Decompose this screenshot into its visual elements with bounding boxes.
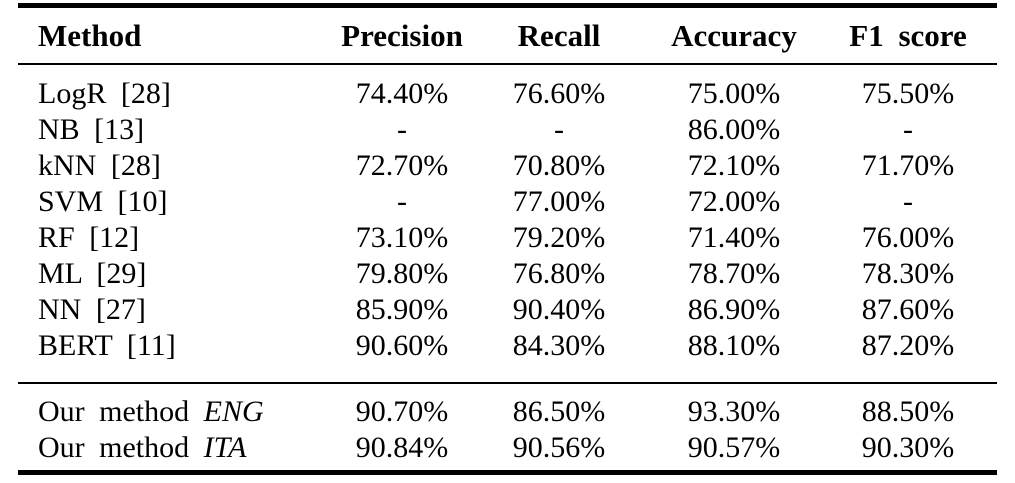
- header-divider-rule: [18, 63, 997, 65]
- column-header-f1-score: F1 score: [849, 18, 967, 53]
- f1-cell: 75.50%: [861, 77, 955, 110]
- table-row: Our method ITA 90.84% 90.56% 90.57% 90.3…: [18, 430, 997, 466]
- table-row: RF [12] 73.10% 79.20% 71.40% 76.00%: [18, 220, 997, 256]
- column-header-recall: Recall: [517, 18, 601, 53]
- accuracy-cell: 78.70%: [687, 257, 781, 290]
- section-divider-rule: [18, 382, 997, 384]
- table-row: LogR [28] 74.40% 76.60% 75.00% 75.50%: [18, 76, 997, 112]
- precision-cell: 90.84%: [355, 431, 449, 464]
- table-row: SVM [10] - 77.00% 72.00% -: [18, 184, 997, 220]
- table-row: ML [29] 79.80% 76.80% 78.70% 78.30%: [18, 256, 997, 292]
- f1-cell: 76.00%: [861, 221, 955, 254]
- our-methods-section: Our method ENG 90.70% 86.50% 93.30% 88.5…: [18, 384, 997, 470]
- method-cell: Our method ITA: [18, 430, 335, 466]
- method-variant: ITA: [203, 431, 247, 464]
- recall-cell: -: [554, 113, 564, 146]
- f1-cell: 90.30%: [861, 431, 955, 464]
- accuracy-cell: 72.10%: [687, 149, 781, 182]
- recall-cell: 76.80%: [512, 257, 606, 290]
- baseline-methods-section: LogR [28] 74.40% 76.60% 75.00% 75.50% NB…: [18, 65, 997, 382]
- recall-cell: 86.50%: [512, 395, 606, 428]
- accuracy-cell: 75.00%: [687, 77, 781, 110]
- method-prefix: Our method: [38, 395, 190, 428]
- precision-cell: -: [397, 113, 407, 146]
- recall-cell: 76.60%: [512, 77, 606, 110]
- f1-cell: 78.30%: [861, 257, 955, 290]
- table-bottom-rule: [18, 470, 997, 475]
- recall-cell: 70.80%: [512, 149, 606, 182]
- accuracy-cell: 88.10%: [687, 329, 781, 362]
- precision-cell: 79.80%: [355, 257, 449, 290]
- table-row: kNN [28] 72.70% 70.80% 72.10% 71.70%: [18, 148, 997, 184]
- precision-cell: 73.10%: [355, 221, 449, 254]
- accuracy-cell: 86.90%: [687, 293, 781, 326]
- column-header-method: Method: [38, 18, 142, 53]
- precision-cell: 85.90%: [355, 293, 449, 326]
- header-row: Method Precision Recall Accuracy F1 scor…: [18, 8, 997, 63]
- precision-cell: 72.70%: [355, 149, 449, 182]
- recall-cell: 77.00%: [512, 185, 606, 218]
- accuracy-cell: 86.00%: [687, 113, 781, 146]
- recall-cell: 90.40%: [512, 293, 606, 326]
- recall-cell: 79.20%: [512, 221, 606, 254]
- method-variant: ENG: [203, 395, 264, 428]
- method-cell: ML [29]: [38, 257, 147, 290]
- method-cell: NB [13]: [38, 113, 145, 146]
- f1-cell: 87.20%: [861, 329, 955, 362]
- recall-cell: 84.30%: [512, 329, 606, 362]
- table-row: NB [13] - - 86.00% -: [18, 112, 997, 148]
- precision-cell: -: [397, 185, 407, 218]
- f1-cell: -: [903, 185, 913, 218]
- method-cell: kNN [28]: [38, 149, 161, 182]
- f1-cell: 71.70%: [861, 149, 955, 182]
- column-header-accuracy: Accuracy: [671, 18, 797, 53]
- precision-cell: 90.70%: [355, 395, 449, 428]
- method-cell: Our method ENG: [18, 394, 335, 430]
- method-cell: BERT [11]: [38, 329, 176, 362]
- method-cell: LogR [28]: [38, 77, 171, 110]
- accuracy-cell: 72.00%: [687, 185, 781, 218]
- results-table: Method Precision Recall Accuracy F1 scor…: [18, 3, 997, 475]
- precision-cell: 90.60%: [355, 329, 449, 362]
- column-header-precision: Precision: [341, 18, 463, 53]
- accuracy-cell: 71.40%: [687, 221, 781, 254]
- table-row: BERT [11] 90.60% 84.30% 88.10% 87.20%: [18, 328, 997, 364]
- accuracy-cell: 93.30%: [687, 395, 781, 428]
- table-top-rule: [18, 3, 997, 8]
- precision-cell: 74.40%: [355, 77, 449, 110]
- method-cell: RF [12]: [38, 221, 140, 254]
- method-cell: NN [27]: [38, 293, 146, 326]
- accuracy-cell: 90.57%: [687, 431, 781, 464]
- f1-cell: -: [903, 113, 913, 146]
- table-row: NN [27] 85.90% 90.40% 86.90% 87.60%: [18, 292, 997, 328]
- recall-cell: 90.56%: [512, 431, 606, 464]
- method-cell: SVM [10]: [38, 185, 168, 218]
- f1-cell: 87.60%: [861, 293, 955, 326]
- method-prefix: Our method: [38, 431, 190, 464]
- f1-cell: 88.50%: [861, 395, 955, 428]
- table-row: Our method ENG 90.70% 86.50% 93.30% 88.5…: [18, 394, 997, 430]
